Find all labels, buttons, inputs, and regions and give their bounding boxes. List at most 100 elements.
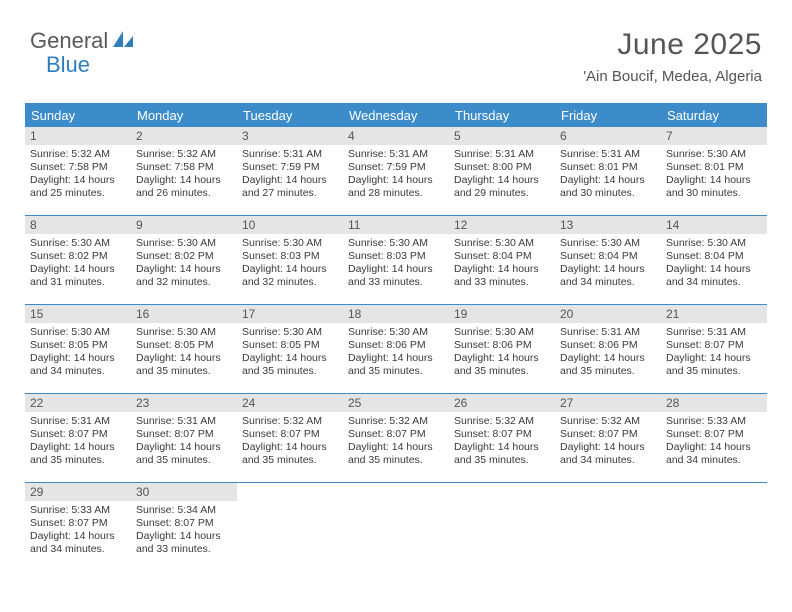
logo: General Blue xyxy=(30,28,134,54)
day-cell: 8Sunrise: 5:30 AMSunset: 8:02 PMDaylight… xyxy=(25,216,131,304)
day-cell: 16Sunrise: 5:30 AMSunset: 8:05 PMDayligh… xyxy=(131,305,237,393)
day-cell: 10Sunrise: 5:30 AMSunset: 8:03 PMDayligh… xyxy=(237,216,343,304)
day-details: Sunrise: 5:32 AMSunset: 7:58 PMDaylight:… xyxy=(131,145,237,204)
logo-sail-icon xyxy=(112,30,134,53)
day-cell: 24Sunrise: 5:32 AMSunset: 8:07 PMDayligh… xyxy=(237,394,343,482)
day-cell: 27Sunrise: 5:32 AMSunset: 8:07 PMDayligh… xyxy=(555,394,661,482)
weekday-sunday: Sunday xyxy=(25,103,131,127)
day-number: 4 xyxy=(343,127,449,145)
day-number: 9 xyxy=(131,216,237,234)
day-cell: 22Sunrise: 5:31 AMSunset: 8:07 PMDayligh… xyxy=(25,394,131,482)
day-number: 2 xyxy=(131,127,237,145)
day-details: Sunrise: 5:30 AMSunset: 8:02 PMDaylight:… xyxy=(131,234,237,293)
week-row: 29Sunrise: 5:33 AMSunset: 8:07 PMDayligh… xyxy=(25,483,767,571)
day-cell: 20Sunrise: 5:31 AMSunset: 8:06 PMDayligh… xyxy=(555,305,661,393)
day-number: 15 xyxy=(25,305,131,323)
day-number: 28 xyxy=(661,394,767,412)
day-cell: 30Sunrise: 5:34 AMSunset: 8:07 PMDayligh… xyxy=(131,483,237,571)
day-cell-empty xyxy=(661,483,767,571)
day-cell: 6Sunrise: 5:31 AMSunset: 8:01 PMDaylight… xyxy=(555,127,661,215)
day-details: Sunrise: 5:30 AMSunset: 8:05 PMDaylight:… xyxy=(237,323,343,382)
day-cell: 19Sunrise: 5:30 AMSunset: 8:06 PMDayligh… xyxy=(449,305,555,393)
day-cell: 1Sunrise: 5:32 AMSunset: 7:58 PMDaylight… xyxy=(25,127,131,215)
day-details: Sunrise: 5:32 AMSunset: 8:07 PMDaylight:… xyxy=(449,412,555,471)
day-cell-empty xyxy=(449,483,555,571)
location-text: 'Ain Boucif, Medea, Algeria xyxy=(583,68,762,85)
day-cell: 17Sunrise: 5:30 AMSunset: 8:05 PMDayligh… xyxy=(237,305,343,393)
day-number: 21 xyxy=(661,305,767,323)
day-details: Sunrise: 5:30 AMSunset: 8:05 PMDaylight:… xyxy=(131,323,237,382)
week-row: 15Sunrise: 5:30 AMSunset: 8:05 PMDayligh… xyxy=(25,305,767,394)
day-details: Sunrise: 5:30 AMSunset: 8:05 PMDaylight:… xyxy=(25,323,131,382)
weekday-saturday: Saturday xyxy=(661,103,767,127)
day-cell-empty xyxy=(343,483,449,571)
day-number: 30 xyxy=(131,483,237,501)
day-cell: 12Sunrise: 5:30 AMSunset: 8:04 PMDayligh… xyxy=(449,216,555,304)
day-cell: 15Sunrise: 5:30 AMSunset: 8:05 PMDayligh… xyxy=(25,305,131,393)
day-number: 7 xyxy=(661,127,767,145)
day-number: 29 xyxy=(25,483,131,501)
day-cell: 28Sunrise: 5:33 AMSunset: 8:07 PMDayligh… xyxy=(661,394,767,482)
day-number: 12 xyxy=(449,216,555,234)
day-cell: 29Sunrise: 5:33 AMSunset: 8:07 PMDayligh… xyxy=(25,483,131,571)
day-number: 17 xyxy=(237,305,343,323)
day-details: Sunrise: 5:30 AMSunset: 8:02 PMDaylight:… xyxy=(25,234,131,293)
day-details: Sunrise: 5:33 AMSunset: 8:07 PMDaylight:… xyxy=(661,412,767,471)
day-number: 18 xyxy=(343,305,449,323)
day-number: 10 xyxy=(237,216,343,234)
day-details: Sunrise: 5:32 AMSunset: 7:58 PMDaylight:… xyxy=(25,145,131,204)
day-number: 5 xyxy=(449,127,555,145)
day-details: Sunrise: 5:32 AMSunset: 8:07 PMDaylight:… xyxy=(555,412,661,471)
logo-text-general: General xyxy=(30,28,108,54)
day-cell: 13Sunrise: 5:30 AMSunset: 8:04 PMDayligh… xyxy=(555,216,661,304)
day-details: Sunrise: 5:31 AMSunset: 8:07 PMDaylight:… xyxy=(25,412,131,471)
weekday-thursday: Thursday xyxy=(449,103,555,127)
weekday-tuesday: Tuesday xyxy=(237,103,343,127)
day-details: Sunrise: 5:30 AMSunset: 8:04 PMDaylight:… xyxy=(661,234,767,293)
calendar-grid: SundayMondayTuesdayWednesdayThursdayFrid… xyxy=(25,103,767,571)
logo-text-blue: Blue xyxy=(46,52,90,78)
day-cell: 2Sunrise: 5:32 AMSunset: 7:58 PMDaylight… xyxy=(131,127,237,215)
month-title: June 2025 xyxy=(583,28,762,62)
day-number: 8 xyxy=(25,216,131,234)
day-details: Sunrise: 5:30 AMSunset: 8:01 PMDaylight:… xyxy=(661,145,767,204)
day-cell: 4Sunrise: 5:31 AMSunset: 7:59 PMDaylight… xyxy=(343,127,449,215)
day-details: Sunrise: 5:31 AMSunset: 8:01 PMDaylight:… xyxy=(555,145,661,204)
day-number: 13 xyxy=(555,216,661,234)
day-number: 26 xyxy=(449,394,555,412)
day-cell: 5Sunrise: 5:31 AMSunset: 8:00 PMDaylight… xyxy=(449,127,555,215)
day-details: Sunrise: 5:30 AMSunset: 8:06 PMDaylight:… xyxy=(449,323,555,382)
header: General Blue June 2025 'Ain Boucif, Mede… xyxy=(0,0,792,93)
day-cell: 18Sunrise: 5:30 AMSunset: 8:06 PMDayligh… xyxy=(343,305,449,393)
day-number: 16 xyxy=(131,305,237,323)
weekday-wednesday: Wednesday xyxy=(343,103,449,127)
day-details: Sunrise: 5:30 AMSunset: 8:03 PMDaylight:… xyxy=(343,234,449,293)
day-number: 11 xyxy=(343,216,449,234)
day-cell: 9Sunrise: 5:30 AMSunset: 8:02 PMDaylight… xyxy=(131,216,237,304)
day-number: 19 xyxy=(449,305,555,323)
day-details: Sunrise: 5:31 AMSunset: 8:07 PMDaylight:… xyxy=(131,412,237,471)
week-row: 1Sunrise: 5:32 AMSunset: 7:58 PMDaylight… xyxy=(25,127,767,216)
day-details: Sunrise: 5:32 AMSunset: 8:07 PMDaylight:… xyxy=(343,412,449,471)
weekday-friday: Friday xyxy=(555,103,661,127)
day-details: Sunrise: 5:31 AMSunset: 8:06 PMDaylight:… xyxy=(555,323,661,382)
day-cell: 3Sunrise: 5:31 AMSunset: 7:59 PMDaylight… xyxy=(237,127,343,215)
day-details: Sunrise: 5:33 AMSunset: 8:07 PMDaylight:… xyxy=(25,501,131,560)
day-details: Sunrise: 5:31 AMSunset: 8:00 PMDaylight:… xyxy=(449,145,555,204)
day-details: Sunrise: 5:30 AMSunset: 8:06 PMDaylight:… xyxy=(343,323,449,382)
day-details: Sunrise: 5:32 AMSunset: 8:07 PMDaylight:… xyxy=(237,412,343,471)
day-cell: 21Sunrise: 5:31 AMSunset: 8:07 PMDayligh… xyxy=(661,305,767,393)
day-details: Sunrise: 5:34 AMSunset: 8:07 PMDaylight:… xyxy=(131,501,237,560)
day-number: 25 xyxy=(343,394,449,412)
day-cell: 7Sunrise: 5:30 AMSunset: 8:01 PMDaylight… xyxy=(661,127,767,215)
day-cell-empty xyxy=(237,483,343,571)
title-block: June 2025 'Ain Boucif, Medea, Algeria xyxy=(583,28,762,85)
weekday-header-row: SundayMondayTuesdayWednesdayThursdayFrid… xyxy=(25,103,767,127)
day-details: Sunrise: 5:30 AMSunset: 8:04 PMDaylight:… xyxy=(449,234,555,293)
day-number: 14 xyxy=(661,216,767,234)
day-number: 3 xyxy=(237,127,343,145)
day-details: Sunrise: 5:31 AMSunset: 7:59 PMDaylight:… xyxy=(343,145,449,204)
day-details: Sunrise: 5:31 AMSunset: 8:07 PMDaylight:… xyxy=(661,323,767,382)
day-cell: 11Sunrise: 5:30 AMSunset: 8:03 PMDayligh… xyxy=(343,216,449,304)
day-details: Sunrise: 5:30 AMSunset: 8:04 PMDaylight:… xyxy=(555,234,661,293)
